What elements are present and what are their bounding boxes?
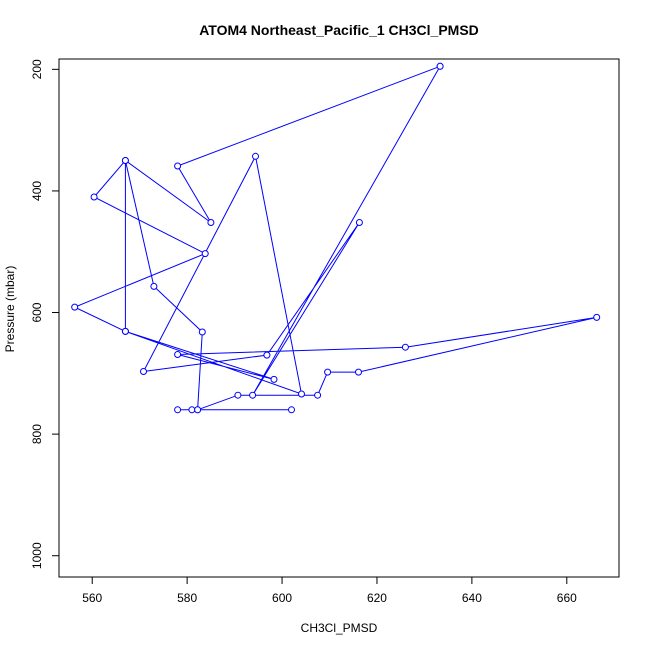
y-tick-label: 400: [30, 181, 44, 201]
data-point: [150, 282, 158, 290]
data-point: [174, 406, 182, 414]
data-point: [174, 162, 182, 170]
data-point: [263, 351, 271, 359]
data-point: [198, 328, 206, 336]
data-point: [270, 375, 278, 383]
data-point: [121, 157, 129, 164]
y-tick-label: 800: [30, 424, 44, 444]
data-point: [121, 327, 129, 335]
x-tick-label: 660: [557, 591, 577, 605]
series-layer: [71, 62, 601, 414]
y-axis: 200 400 600 800 1000: [30, 59, 59, 569]
data-point: [140, 368, 147, 375]
data-point: [201, 250, 209, 258]
data-point: [194, 406, 202, 414]
y-tick-label: 200: [30, 59, 44, 79]
x-tick-label: 620: [367, 591, 387, 605]
plot-frame: [58, 58, 620, 578]
data-point: [207, 219, 215, 226]
chart-title: ATOM4 Northeast_Pacific_1 CH3Cl_PMSD: [199, 22, 479, 38]
x-axis-label: CH3Cl_PMSD: [301, 621, 378, 635]
data-point: [324, 368, 332, 376]
data-point: [593, 313, 601, 321]
data-point: [355, 368, 362, 376]
x-axis: 560 580 600 620 640 660: [82, 577, 577, 605]
data-point: [401, 343, 409, 351]
data-point: [188, 406, 196, 414]
data-point: [298, 390, 305, 398]
data-point: [355, 219, 363, 226]
y-tick-label: 1000: [30, 542, 44, 569]
data-point: [71, 303, 79, 311]
data-point: [288, 406, 295, 414]
data-point: [174, 351, 182, 358]
data-point: [234, 391, 242, 399]
data-point: [314, 391, 322, 399]
data-point: [252, 152, 259, 160]
x-tick-label: 560: [82, 591, 102, 605]
y-tick-label: 600: [30, 302, 44, 322]
x-tick-label: 580: [177, 591, 197, 605]
data-point: [90, 193, 98, 201]
x-tick-label: 640: [462, 591, 482, 605]
data-point: [249, 391, 257, 399]
series-line: [73, 65, 597, 411]
data-point: [436, 62, 444, 70]
x-tick-label: 600: [272, 591, 292, 605]
y-axis-label: Pressure (mbar): [3, 266, 17, 353]
